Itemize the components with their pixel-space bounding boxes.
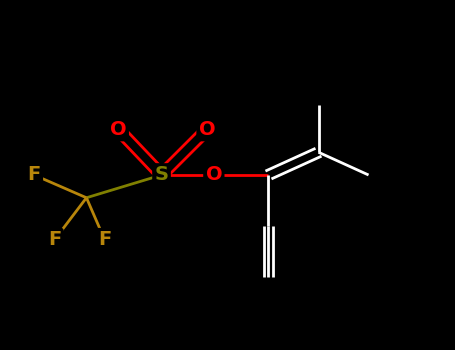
Text: O: O bbox=[199, 120, 215, 139]
Text: O: O bbox=[206, 166, 222, 184]
Text: F: F bbox=[98, 230, 111, 249]
Text: F: F bbox=[48, 230, 61, 249]
Text: F: F bbox=[27, 166, 41, 184]
Text: S: S bbox=[155, 166, 168, 184]
Text: O: O bbox=[110, 120, 126, 139]
